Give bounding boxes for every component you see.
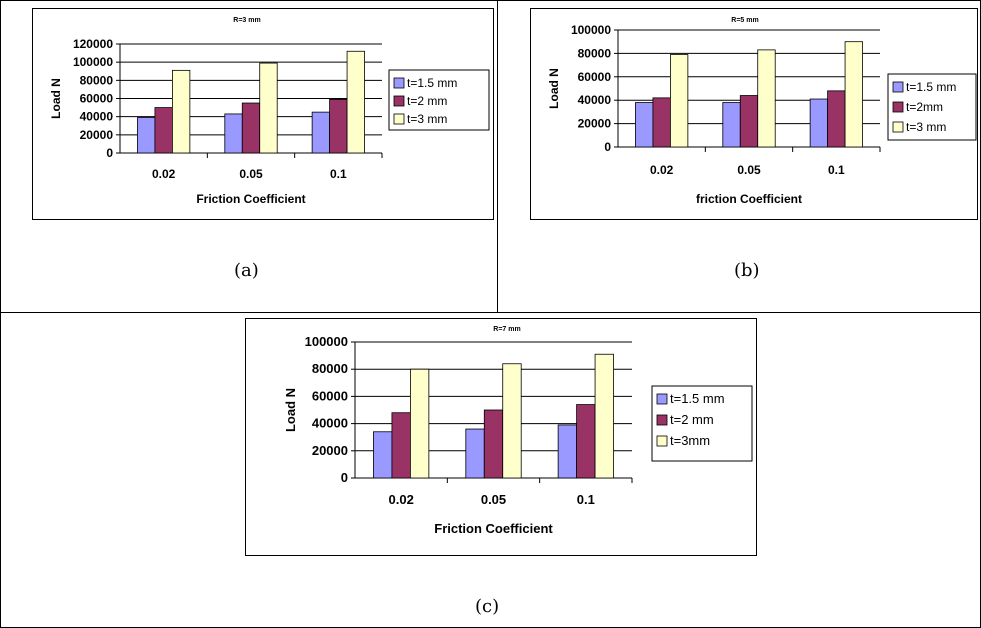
x-tick-label: 0.02 — [389, 492, 414, 507]
x-tick-label: 0.05 — [239, 167, 263, 181]
y-tick-label: 100000 — [73, 55, 113, 69]
x-tick-label: 0.1 — [577, 492, 595, 507]
legend-label: t=2 mm — [670, 412, 714, 427]
bar-2 — [739, 95, 759, 148]
legend-label: t=1.5 mm — [906, 80, 956, 94]
chart-title: R=7 mm — [493, 326, 520, 333]
y-axis-label: Load N — [283, 388, 298, 432]
bar-3 — [346, 50, 365, 154]
y-tick-label: 20000 — [312, 443, 348, 458]
chart-a: R=3 mm 0 20000 40000 60000 80000 100000 120000 0… — [32, 8, 494, 220]
chart-b: R=5 mm 0 20000 40000 60000 80000 100000 0.02 0.0… — [530, 8, 978, 220]
legend-swatch — [393, 113, 405, 125]
bar-3 — [757, 49, 776, 148]
legend-swatch — [892, 101, 904, 113]
legend-swatch — [656, 393, 668, 405]
bar-1 — [635, 102, 654, 148]
legend-box — [651, 385, 753, 462]
y-tick-label: 80000 — [312, 361, 348, 376]
chart-title: R=5 mm — [731, 17, 758, 24]
y-tick-label: 60000 — [80, 92, 114, 106]
y-axis-label: Load N — [547, 68, 561, 109]
legend-label: t=1.5 mm — [407, 76, 457, 90]
y-tick-label: 40000 — [312, 416, 348, 431]
bar-2 — [391, 412, 411, 479]
chart-c: R=7 mm 0 20000 40000 60000 80000 100000 0.02 0.0… — [245, 318, 757, 556]
y-tick-label: 0 — [341, 470, 348, 485]
x-axis-label: Friction Coefficient — [434, 521, 553, 536]
legend-swatch — [656, 414, 668, 426]
y-tick-label: 40000 — [578, 93, 612, 107]
y-tick-label: 40000 — [80, 110, 114, 124]
y-tick-label: 100000 — [571, 23, 611, 37]
x-tick-label: 0.1 — [330, 167, 347, 181]
y-tick-label: 60000 — [578, 70, 612, 84]
bar-3 — [502, 363, 522, 479]
bar-3 — [844, 41, 863, 148]
bar-2 — [827, 90, 846, 148]
legend-label: t=3mm — [670, 433, 710, 448]
y-tick-label: 20000 — [80, 128, 114, 142]
y-tick-label: 120000 — [73, 37, 113, 51]
x-tick-label: 0.05 — [737, 163, 761, 177]
bar-1 — [373, 431, 393, 479]
legend-swatch — [393, 95, 405, 107]
bar-3 — [594, 353, 614, 479]
y-tick-label: 80000 — [80, 73, 114, 87]
legend-label: t=3 mm — [906, 120, 946, 134]
y-axis-label: Load N — [49, 78, 63, 119]
bar-3 — [171, 69, 191, 154]
caption-a: (a) — [234, 260, 259, 281]
legend-label: t=2 mm — [407, 94, 447, 108]
legend-swatch — [656, 435, 668, 447]
y-tick-label: 60000 — [312, 388, 348, 403]
bar-2 — [154, 107, 173, 154]
bar-1 — [465, 428, 485, 479]
caption-c: (c) — [475, 596, 500, 617]
bar-2 — [652, 97, 671, 148]
x-tick-label: 0.02 — [650, 163, 674, 177]
bar-1 — [137, 117, 156, 154]
x-tick-label: 0.1 — [828, 163, 845, 177]
bar-2 — [576, 404, 596, 479]
y-tick-label: 80000 — [578, 46, 612, 60]
bar-3 — [409, 368, 430, 479]
bar-2 — [241, 102, 261, 154]
legend-swatch — [892, 121, 904, 133]
y-tick-label: 100000 — [305, 334, 348, 349]
x-axis-label: friction Coefficient — [696, 192, 802, 206]
y-tick-label: 20000 — [578, 117, 612, 131]
legend-box — [388, 69, 490, 131]
bar-1 — [557, 424, 577, 479]
bar-1 — [722, 102, 741, 148]
bar-3 — [669, 54, 689, 148]
x-axis-label: Friction Coefficient — [196, 192, 305, 206]
legend-swatch — [393, 77, 405, 89]
legend-swatch — [892, 81, 904, 93]
legend-label: t=3 mm — [407, 112, 447, 126]
legend-label: t=1.5 mm — [670, 391, 725, 406]
bar-1 — [224, 113, 243, 154]
bar-2 — [329, 99, 348, 154]
y-tick-label: 0 — [604, 140, 611, 154]
chart-title: R=3 mm — [233, 17, 260, 24]
y-tick-label: 0 — [106, 146, 113, 160]
x-tick-label: 0.05 — [481, 492, 506, 507]
bar-1 — [809, 98, 828, 148]
x-tick-label: 0.02 — [152, 167, 176, 181]
bar-1 — [311, 111, 330, 154]
caption-b: (b) — [734, 260, 760, 281]
bar-2 — [483, 409, 504, 479]
bar-3 — [259, 62, 278, 154]
legend-label: t=2mm — [906, 100, 943, 114]
